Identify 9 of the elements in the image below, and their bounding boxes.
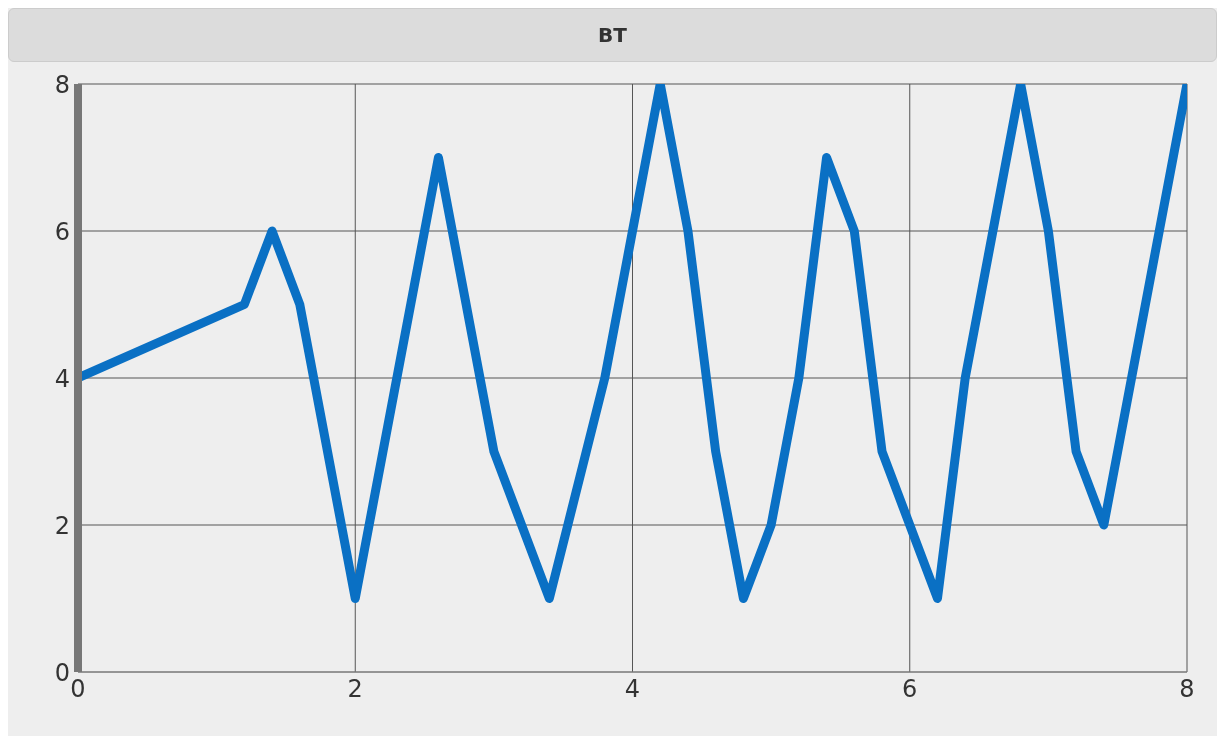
chart-title: BT: [8, 8, 1217, 62]
y-tick-label: 6: [54, 217, 70, 246]
y-tick-label: 2: [54, 511, 70, 540]
y-tick-label: 4: [54, 364, 70, 393]
x-tick-label: 2: [347, 675, 363, 704]
y-tick-label: 8: [54, 70, 70, 99]
x-tick-label: 6: [902, 675, 918, 704]
x-tick-label: 8: [1179, 675, 1195, 704]
x-tick-label: 4: [624, 675, 641, 704]
